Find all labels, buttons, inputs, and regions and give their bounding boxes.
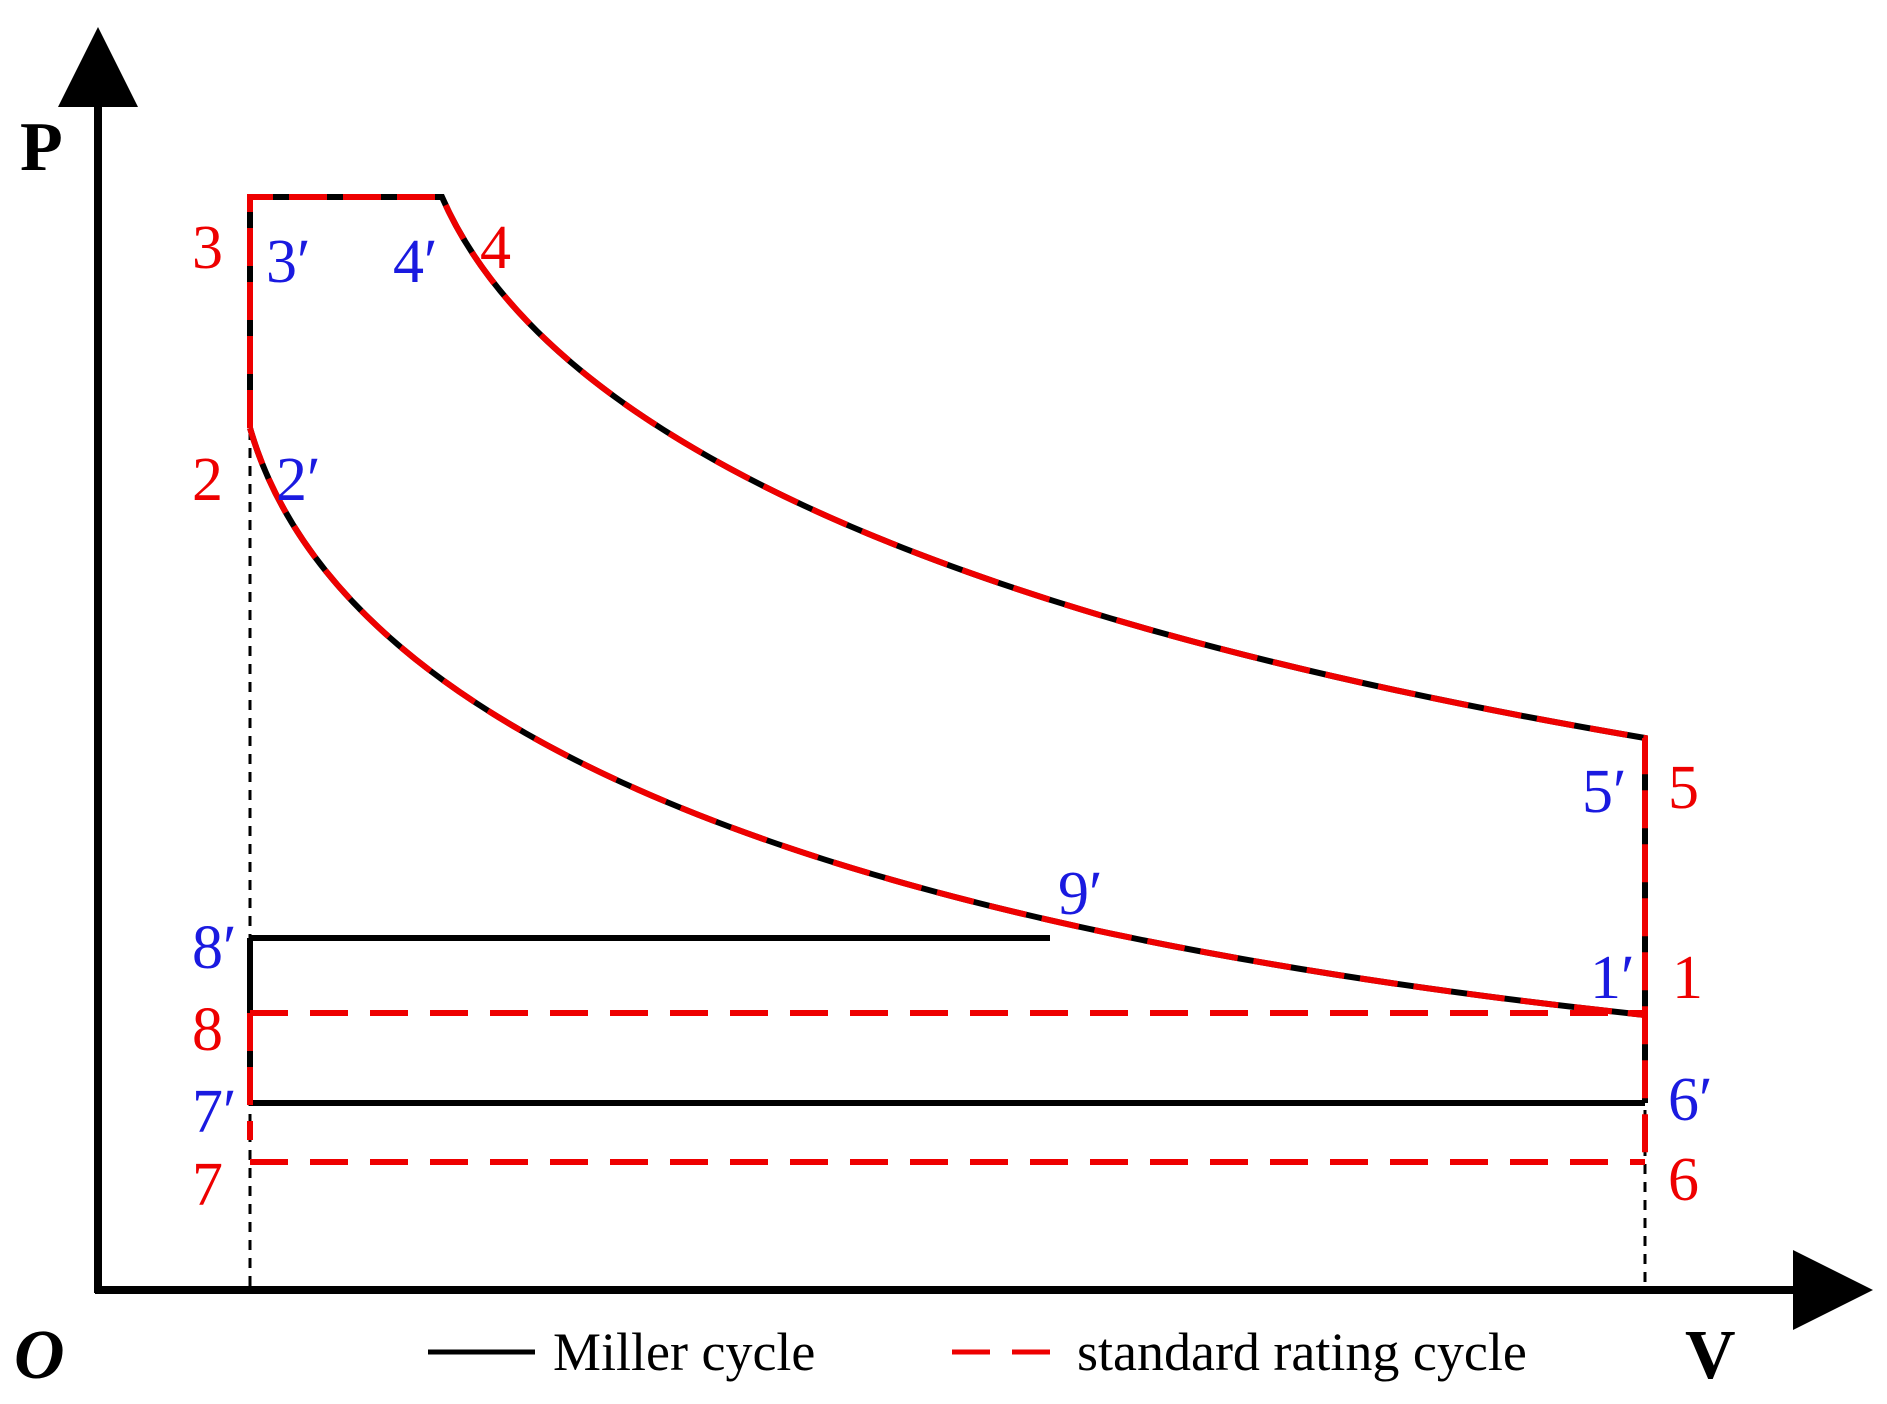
miller-compression-curve	[247, 427, 1646, 1018]
legend-standard-label: standard rating cycle	[1077, 1322, 1527, 1382]
label-1-prime: 1′	[1590, 944, 1635, 1012]
label-5-prime: 5′	[1582, 758, 1627, 826]
origin-label: O	[14, 1317, 65, 1394]
label-8-prime: 8′	[192, 914, 237, 982]
label-8: 8	[192, 996, 223, 1064]
miller-cycle-outline	[247, 194, 1648, 1103]
label-4: 4	[480, 214, 511, 282]
label-6: 6	[1668, 1146, 1699, 1214]
label-7-prime: 7′	[192, 1078, 237, 1146]
v-axis-label: V	[1685, 1317, 1736, 1394]
label-5: 5	[1668, 754, 1699, 822]
label-2-prime: 2′	[276, 446, 321, 514]
p-axis-label: P	[20, 109, 63, 186]
label-6-prime: 6′	[1668, 1066, 1713, 1134]
label-3: 3	[192, 214, 223, 282]
label-7: 7	[192, 1151, 223, 1219]
label-2: 2	[192, 446, 223, 514]
standard-compression-curve	[247, 427, 1646, 1018]
label-4-prime: 4′	[393, 228, 438, 296]
legend-miller-label: Miller cycle	[553, 1322, 815, 1382]
label-3-prime: 3′	[266, 228, 311, 296]
standard-cycle-outline	[247, 194, 1648, 1162]
label-9-prime: 9′	[1058, 860, 1103, 928]
label-1: 1	[1672, 944, 1703, 1012]
